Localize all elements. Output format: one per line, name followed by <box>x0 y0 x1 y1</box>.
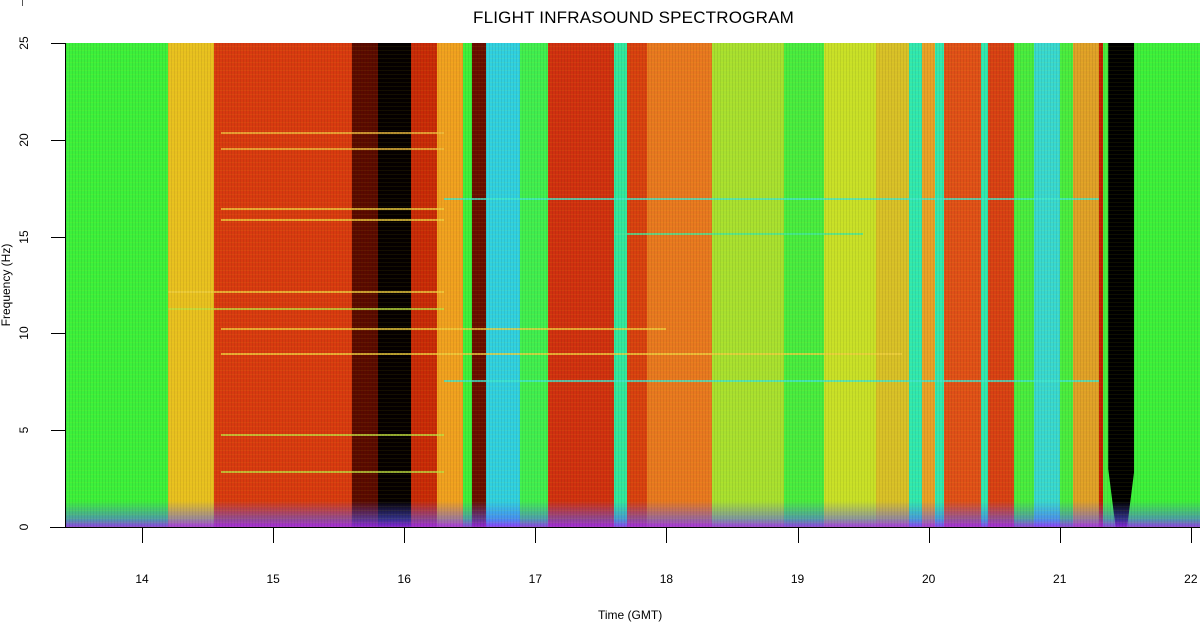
y-tick-label: 0 <box>17 523 31 531</box>
tonal-line <box>168 308 444 311</box>
y-tick-label: 20 <box>17 133 31 147</box>
x-tick-label: 22 <box>1184 572 1198 586</box>
x-axis-line <box>50 527 1200 528</box>
x-tick-mark <box>404 527 406 543</box>
time-band <box>1134 43 1200 527</box>
x-tick-label: 17 <box>528 572 542 586</box>
tonal-line <box>613 232 864 235</box>
time-band <box>378 43 411 527</box>
x-tick-label: 18 <box>659 572 674 586</box>
time-band <box>944 43 982 527</box>
tonal-line <box>443 379 1100 382</box>
x-tick-mark <box>797 527 799 543</box>
time-band <box>981 43 988 527</box>
y-tick-label: 25 <box>17 36 31 50</box>
tonal-line <box>168 290 444 293</box>
time-band <box>876 43 909 527</box>
time-band <box>1059 43 1073 527</box>
x-tick-mark <box>535 527 537 543</box>
time-band <box>922 43 936 527</box>
x-tick-label: 16 <box>397 572 411 586</box>
y-tick-label: 10 <box>17 326 31 341</box>
x-tick-label: 14 <box>135 572 149 586</box>
time-band <box>712 43 785 527</box>
time-band <box>472 43 486 527</box>
time-band <box>646 43 713 527</box>
time-band <box>168 43 215 527</box>
tonal-line <box>443 197 1100 200</box>
tonal-line <box>220 207 444 210</box>
y-tick-mark <box>51 430 66 432</box>
time-band <box>935 43 945 527</box>
x-tick-label: 21 <box>1053 572 1067 586</box>
time-band <box>485 43 520 527</box>
x-tick-mark <box>666 527 668 543</box>
y-tick-mark <box>51 139 66 141</box>
y-tick-mark <box>51 236 66 238</box>
tonal-line <box>220 434 444 437</box>
spectrogram-plot-area <box>66 43 1200 527</box>
tonal-line <box>220 327 667 330</box>
time-band <box>437 43 464 527</box>
tonal-line <box>220 352 903 355</box>
time-band <box>351 43 379 527</box>
time-band <box>1072 43 1100 527</box>
time-band <box>987 43 1014 527</box>
y-tick-label: 5 <box>17 426 31 434</box>
time-band <box>613 43 628 527</box>
time-band <box>1099 43 1103 527</box>
time-band <box>627 43 647 527</box>
time-band <box>66 43 169 527</box>
time-band <box>1108 43 1135 527</box>
time-band <box>463 43 473 527</box>
x-axis-title: Time (GMT) <box>598 608 663 622</box>
time-band <box>1103 43 1109 527</box>
y-tick-label: 15 <box>17 229 31 244</box>
x-tick-mark <box>273 527 275 543</box>
time-band <box>908 43 923 527</box>
x-tick-mark <box>142 527 144 543</box>
x-tick-label: 15 <box>266 572 280 586</box>
time-band <box>784 43 824 527</box>
y-axis-title: Frequency (Hz) <box>0 243 13 327</box>
low-frequency-band <box>66 501 1200 527</box>
clipped-tick-mark <box>22 0 23 6</box>
y-tick-mark <box>51 333 66 335</box>
tonal-line <box>220 132 444 135</box>
x-tick-label: 19 <box>790 572 805 586</box>
time-band <box>410 43 437 527</box>
time-band <box>1013 43 1034 527</box>
tonal-line <box>220 219 444 222</box>
y-tick-mark <box>51 43 66 44</box>
chart-title: FLIGHT INFRASOUND SPECTROGRAM <box>473 8 794 27</box>
y-axis-line <box>65 43 66 528</box>
x-tick-mark <box>1059 527 1061 543</box>
time-band <box>823 43 877 527</box>
y-tick-mark <box>51 527 66 528</box>
x-tick-mark <box>928 527 930 543</box>
time-band <box>519 43 549 527</box>
tonal-line <box>220 147 444 150</box>
tonal-line <box>220 470 444 473</box>
time-band <box>214 43 352 527</box>
time-band <box>1033 43 1060 527</box>
x-tick-label: 20 <box>921 572 936 586</box>
x-tick-mark <box>1190 527 1192 543</box>
time-band <box>548 43 614 527</box>
